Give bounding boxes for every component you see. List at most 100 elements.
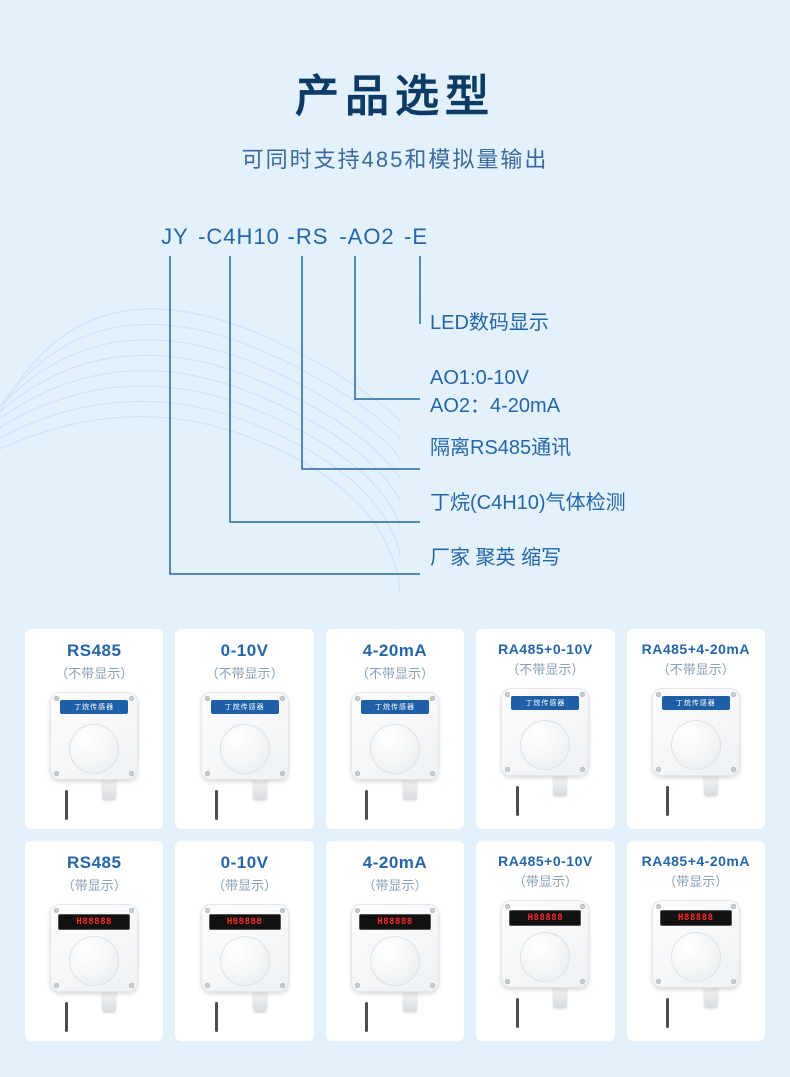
sensor-cable (516, 998, 519, 1028)
screw-icon (129, 983, 134, 988)
sensor-cable (365, 790, 368, 820)
screw-icon (205, 983, 210, 988)
screw-icon (430, 696, 435, 701)
screw-icon (731, 767, 736, 772)
sensor-probe (253, 990, 267, 1012)
screw-icon (430, 983, 435, 988)
card-subtitle: （不带显示） (506, 659, 584, 678)
card-subtitle: （不带显示） (356, 663, 434, 682)
sensor-illustration: 丁烷传感器 (347, 692, 442, 812)
card-title: RA485+4-20mA (642, 853, 750, 869)
screw-icon (505, 767, 510, 772)
sensor-illustration: H88888 (498, 900, 593, 1020)
sensor-illustration: 丁烷传感器 (47, 692, 142, 812)
sensor-cable (365, 1002, 368, 1032)
screw-icon (656, 767, 661, 772)
model-segment-2: -RS (283, 224, 333, 250)
sensor-illustration: H88888 (347, 904, 442, 1024)
screw-icon (656, 692, 661, 697)
screw-icon (54, 696, 59, 701)
screw-icon (54, 983, 59, 988)
description-list: LED数码显示 AO1:0-10VAO2：4-20mA 隔离RS485通讯丁烷(C4… (430, 309, 626, 599)
screw-icon (656, 979, 661, 984)
card-title: 4-20mA (363, 853, 427, 873)
description-text: AO1:0-10VAO2：4-20mA (430, 364, 560, 420)
page-title: 产品选型 (0, 60, 790, 124)
product-card: RA485+0-10V （带显示） H88888 (476, 841, 614, 1041)
sensor-cable (215, 1002, 218, 1032)
description-text: LED数码显示 (430, 309, 549, 337)
connector-lines (0, 224, 790, 604)
screw-icon (129, 908, 134, 913)
description-text: 丁烷(C4H10)气体检测 (430, 489, 626, 517)
screw-icon (129, 771, 134, 776)
sensor-illustration: H88888 (47, 904, 142, 1024)
screw-icon (505, 979, 510, 984)
screw-icon (54, 908, 59, 913)
model-code-line: JY-C4H10-RS-AO2-E (155, 224, 431, 250)
card-subtitle: （带显示） (513, 871, 578, 890)
model-breakdown-diagram: JY-C4H10-RS-AO2-E LED数码显示 AO1:0-10VAO2：4-… (0, 224, 790, 604)
sensor-probe (553, 774, 567, 796)
sensor-illustration: 丁烷传感器 (197, 692, 292, 812)
screw-icon (580, 979, 585, 984)
description-text: 隔离RS485通讯 (430, 434, 571, 462)
sensor-probe (403, 778, 417, 800)
screw-icon (505, 904, 510, 909)
screw-icon (205, 771, 210, 776)
card-title: 0-10V (221, 641, 269, 661)
screw-icon (355, 771, 360, 776)
screw-icon (731, 904, 736, 909)
product-card: 4-20mA（不带显示）丁烷传感器 (326, 629, 464, 829)
screw-icon (580, 692, 585, 697)
screw-icon (355, 983, 360, 988)
sensor-illustration: H88888 (648, 900, 743, 1020)
card-title: RA485+4-20mA (642, 641, 750, 657)
product-grid: RS485 （不带显示） 丁烷传感器 0-10V （不带显示） 丁烷传感器 4-20mA （不… (0, 604, 790, 1061)
screw-icon (355, 908, 360, 913)
card-subtitle: （不带显示） (55, 663, 133, 682)
description-4: 厂家 聚英 缩写 (430, 544, 626, 599)
sensor-probe (704, 986, 718, 1008)
screw-icon (430, 771, 435, 776)
screw-icon (656, 904, 661, 909)
model-segment-1: -C4H10 (195, 224, 283, 250)
screw-icon (280, 771, 285, 776)
sensor-probe (403, 990, 417, 1012)
sensor-probe (553, 986, 567, 1008)
screw-icon (580, 767, 585, 772)
screw-icon (580, 904, 585, 909)
card-title: RS485 (67, 853, 121, 873)
card-subtitle: （带显示） (212, 875, 277, 894)
card-title: RA485+0-10V (498, 853, 593, 869)
product-card: 0-10V （带显示） H88888 (175, 841, 313, 1041)
screw-icon (280, 696, 285, 701)
screw-icon (355, 696, 360, 701)
screw-icon (280, 908, 285, 913)
sensor-cable (666, 786, 669, 816)
description-1: AO1:0-10VAO2：4-20mA (430, 364, 626, 434)
screw-icon (280, 983, 285, 988)
sensor-cable (215, 790, 218, 820)
screw-icon (731, 979, 736, 984)
screw-icon (205, 696, 210, 701)
model-segment-0: JY (155, 224, 195, 250)
model-segment-4: -E (401, 224, 431, 250)
sensor-illustration: 丁烷传感器 (648, 688, 743, 808)
card-title: RA485+0-10V (498, 641, 593, 657)
card-subtitle: （不带显示） (657, 659, 735, 678)
screw-icon (430, 908, 435, 913)
screw-icon (54, 771, 59, 776)
card-subtitle: （带显示） (62, 875, 127, 894)
sensor-cable (666, 998, 669, 1028)
card-title: 0-10V (221, 853, 269, 873)
product-card: 4-20mA （带显示） H88888 (326, 841, 464, 1041)
card-subtitle: （带显示） (663, 871, 728, 890)
card-subtitle: （带显示） (362, 875, 427, 894)
sensor-cable (516, 786, 519, 816)
product-card: RA485+0-10V（不带显示）丁烷传感器 (476, 629, 614, 829)
sensor-illustration: H88888 (197, 904, 292, 1024)
sensor-probe (704, 774, 718, 796)
page-subtitle: 可同时支持485和模拟量输出 (0, 142, 790, 174)
model-segment-3: -AO2 (333, 224, 401, 250)
